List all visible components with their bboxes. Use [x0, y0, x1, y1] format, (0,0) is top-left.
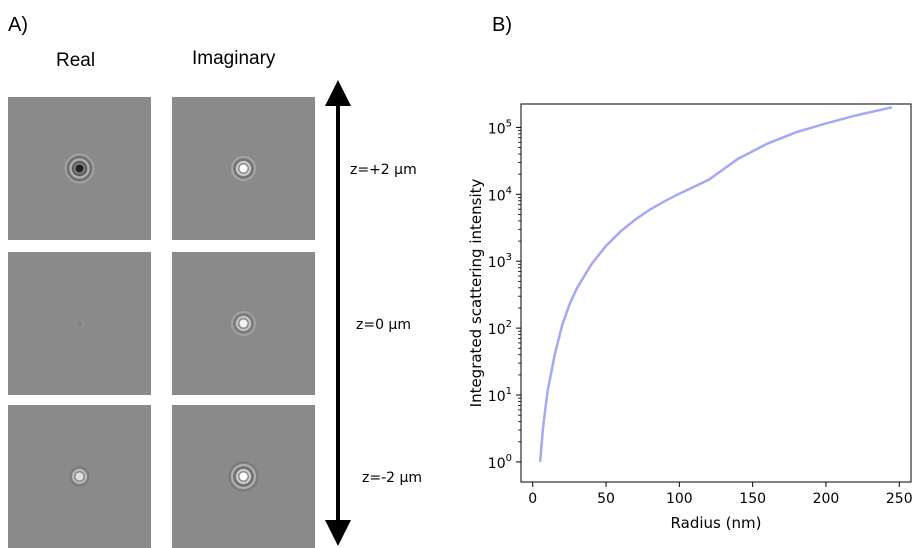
x-tick-label: 0 — [528, 491, 537, 507]
y-tick-label: 100 — [488, 453, 512, 472]
ring — [69, 158, 90, 179]
tile-imag-z-0 — [172, 252, 315, 395]
center-spot — [75, 472, 84, 481]
series-line — [538, 106, 893, 463]
y-tick-label: 101 — [488, 386, 512, 405]
x-tick-label: 250 — [886, 491, 913, 507]
z-axis-arrow — [325, 80, 351, 546]
x-axis: 0 50 100 150 200 250 — [528, 482, 913, 507]
ring — [236, 469, 251, 484]
y-axis-title: Integrated scattering intensity — [467, 179, 485, 408]
y-tick-label: 105 — [488, 118, 512, 137]
y-tick-label: 104 — [488, 185, 512, 204]
ring — [231, 311, 256, 336]
ring — [228, 461, 259, 492]
tile-real-z-0 — [8, 252, 151, 395]
z-label-plus-2: z=+2 μm — [350, 162, 417, 178]
z-label-minus-2: z=-2 μm — [362, 470, 423, 486]
center-spot — [75, 164, 84, 173]
x-tick-label: 150 — [739, 491, 766, 507]
x-axis-title: Radius (nm) — [671, 514, 762, 532]
ring — [64, 153, 95, 184]
ring — [74, 318, 85, 329]
x-tick-label: 100 — [666, 491, 693, 507]
ring — [72, 469, 87, 484]
center-spot — [239, 319, 248, 328]
y-tick-label: 103 — [488, 252, 512, 271]
ring — [231, 156, 256, 181]
column-label-real: Real — [56, 50, 96, 71]
tile-real-z-minus-2 — [8, 405, 151, 548]
tile-imag-z-minus-2 — [172, 405, 315, 548]
x-tick-label: 200 — [813, 491, 840, 507]
ring — [233, 313, 254, 334]
y-tick-label: 102 — [488, 319, 512, 338]
center-spot — [239, 164, 248, 173]
ring — [69, 466, 90, 487]
ring — [236, 316, 251, 331]
center-spot — [239, 472, 248, 481]
panel-b-label: B) — [492, 14, 512, 36]
center-spot — [77, 321, 82, 326]
x-tick-label: 50 — [597, 491, 615, 507]
ring — [72, 161, 87, 176]
ring — [233, 158, 254, 179]
plot-frame — [520, 103, 912, 483]
panel-a-label: A) — [8, 14, 28, 36]
ring — [233, 466, 254, 487]
y-axis: 100 101 102 103 104 105 — [488, 118, 521, 472]
tile-real-z-plus-2 — [8, 97, 151, 240]
ring — [231, 464, 256, 489]
ring — [67, 156, 92, 181]
tile-imag-z-plus-2 — [172, 97, 315, 240]
ring — [236, 161, 251, 176]
column-label-imaginary: Imaginary — [192, 48, 276, 69]
z-label-0: z=0 μm — [356, 317, 411, 333]
